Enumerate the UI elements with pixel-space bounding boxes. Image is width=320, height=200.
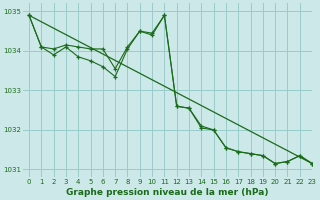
X-axis label: Graphe pression niveau de la mer (hPa): Graphe pression niveau de la mer (hPa) bbox=[66, 188, 269, 197]
